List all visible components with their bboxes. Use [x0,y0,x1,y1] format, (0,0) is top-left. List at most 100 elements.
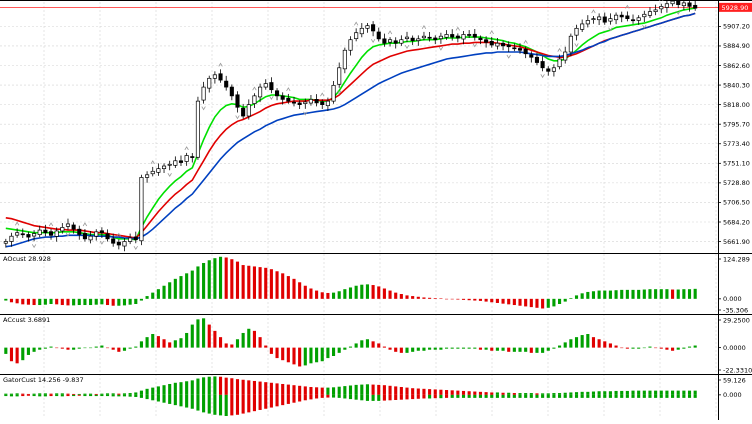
gator-upper-bar [83,393,87,395]
gator-upper-bar [49,393,53,395]
gator-lower-bar [687,394,692,398]
histogram-bar [179,276,183,299]
fractal-up-marker [286,87,291,92]
gator-lower-bar [320,394,324,398]
price-tick-label: 5884.90 [723,42,750,50]
gator-upper-bar [122,393,127,395]
candle-body [517,48,523,51]
gator-upper-bar [620,390,624,395]
histogram-bar [586,291,590,299]
gator-lower-bar [326,394,330,398]
gator-upper-bar [405,387,409,395]
gator-upper-bar [139,390,143,395]
histogram-bar [450,347,454,349]
gator-upper-bar [298,385,302,395]
gator-lower-bar [371,394,375,401]
histogram-bar [298,347,302,367]
candle-body [145,174,150,178]
gator-lower-bar [145,394,149,400]
gator-upper-bar [445,390,449,395]
histogram-bar [55,298,59,305]
fractal-down-marker [337,90,342,95]
histogram-bar [281,273,285,299]
histogram-bar [168,282,172,299]
gator-lower-bar [354,394,358,400]
histogram-bar [281,347,285,361]
gator-upper-bar [162,385,166,395]
gator-upper-bar [569,392,573,395]
histogram-bar [292,347,296,365]
gator-lower-bar [524,394,528,398]
histogram-bar [269,269,273,299]
fractal-down-marker [574,43,579,48]
candle-body [416,38,421,41]
ao-indicator-panel[interactable]: AOcust 28.928 124.289 0.000 -35.306 [3,255,750,314]
gator-lower-bar [269,394,273,408]
histogram-bar [687,346,692,348]
candle-body [32,233,37,237]
histogram-bar [83,298,87,306]
gator-lower-bar [292,394,296,403]
candle-body [122,241,127,247]
gator-lower-bar [377,394,381,401]
indicator-tick-label: 0.000 [723,295,742,303]
histogram-bar [151,292,155,299]
histogram-bar [60,347,64,349]
histogram-bar [501,347,505,351]
gator-lower-bar [72,394,76,397]
histogram-bar [207,260,211,299]
gator-upper-bar [591,391,596,395]
histogram-bar [552,347,556,349]
histogram-bar [665,289,669,299]
gator-lower-bar [671,394,675,398]
gator-upper-bar [648,390,652,395]
histogram-bar [128,298,132,305]
gator-lower-bar [382,394,386,401]
histogram-bar [354,285,358,299]
fractal-down-marker [676,10,681,15]
gator-upper-bar [196,378,200,395]
candle-body [26,234,31,238]
gator-lower-bar [55,394,59,397]
histogram-bar [247,265,251,299]
fast-ma-line [5,7,696,241]
histogram-bar [654,289,658,299]
histogram-bar [94,346,98,348]
candle-body [291,101,297,104]
gator-upper-bar [490,392,494,395]
indicator-tick-label: 59.126 [723,376,746,384]
indicator-tick-label: -22.3310 [723,366,752,374]
candle-body [15,232,20,236]
gator-lower-bar [569,394,573,398]
histogram-bar [207,324,211,348]
gator-lower-bar [218,394,223,416]
gator-lower-bar [247,394,251,413]
histogram-bar [665,347,669,350]
histogram-bar [9,298,14,303]
gator-upper-bar [213,376,217,395]
candle-body [438,35,443,40]
gator-lower-bar [156,394,160,402]
gator-lower-bar [134,394,138,397]
ac-indicator-panel[interactable]: ACcust 3.6891 29.2500 0.0000 -22.3310 [3,316,752,374]
gator-lower-bar [512,394,516,398]
indicator-tick-label: 124.289 [723,255,750,263]
histogram-bar [558,345,562,348]
gator-upper-bar [614,390,618,395]
gator-lower-bar [122,394,127,397]
histogram-bar [574,337,579,348]
histogram-bar [275,271,279,299]
gator-upper-bar [264,382,268,395]
gator-lower-bar [529,394,533,398]
candle-body [297,102,302,105]
main-price-panel[interactable]: 5907.20 5884.90 5862.60 5840.30 5818.00 5795.… [0,0,752,252]
gator-upper-bar [275,383,279,395]
gator-lower-bar [642,394,646,398]
histogram-bar [77,347,81,349]
gator-indicator-panel[interactable]: GatorCust 14.256 -9.837 59.126 0.000 [3,376,746,416]
candle-body [489,40,494,46]
histogram-bar [501,298,505,304]
grid-lines [0,2,718,418]
histogram-bar [162,339,166,348]
